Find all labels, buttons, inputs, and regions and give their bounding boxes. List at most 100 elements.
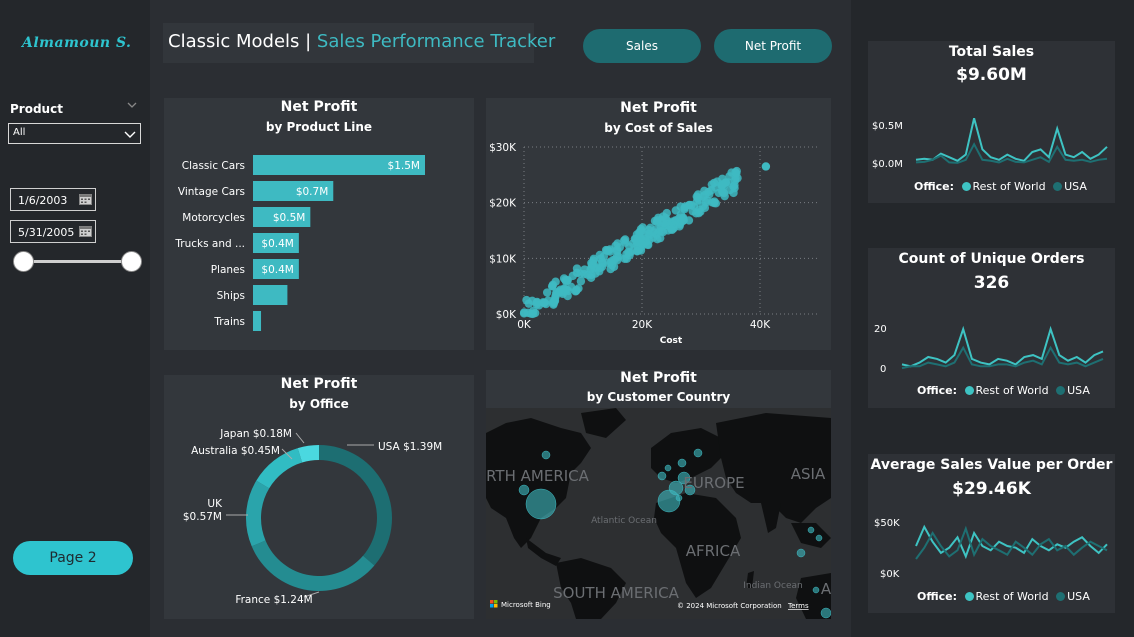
terms-link[interactable]: Terms: [787, 602, 809, 610]
date-range-track[interactable]: [22, 260, 132, 263]
legend-usa: USA: [1067, 590, 1090, 603]
africa-shape: [654, 493, 741, 598]
scatter-point: [522, 295, 531, 305]
legend-rest: Rest of World: [975, 590, 1049, 603]
scatter-point: [679, 213, 688, 222]
bar: [253, 311, 262, 331]
slice-label: Japan $0.18M: [219, 428, 292, 440]
end-date-input[interactable]: 5/31/2005: [10, 220, 96, 243]
card-title: Net Profit: [280, 99, 358, 115]
office-donut-chart: USA $1.39M France $1.24M UK$0.57M Australia…: [183, 428, 442, 606]
sales-button[interactable]: Sales: [583, 29, 701, 63]
y-tick-label: $0.0M: [872, 159, 903, 170]
bar: [253, 285, 288, 305]
page-title: Classic Models | Sales Performance Track…: [168, 31, 555, 52]
scatter-point: [671, 206, 681, 215]
india-shape: [761, 503, 781, 533]
central-america-shape: [526, 538, 561, 566]
scatter-point: [761, 162, 771, 171]
date-range-start-handle[interactable]: [13, 251, 34, 272]
map-label-africa: AFRICA: [686, 542, 741, 560]
kpi-value: $29.46K: [952, 479, 1031, 499]
bar: [253, 259, 299, 279]
series-line: [915, 117, 1108, 162]
donut-slice: [297, 445, 319, 463]
map-bubble: [668, 480, 684, 496]
series-line: [915, 142, 1108, 164]
y-tick-label: $10K: [489, 253, 517, 265]
calendar-icon[interactable]: [79, 225, 92, 237]
legend-label: Office:: [917, 590, 957, 603]
slice-label: $0.57M: [183, 511, 222, 523]
page-2-button[interactable]: Page 2: [13, 541, 133, 575]
page-title-main: Classic Models |: [168, 31, 312, 52]
calendar-icon[interactable]: [79, 193, 92, 205]
map-bubble: [664, 464, 672, 472]
scatter-point: [622, 249, 631, 259]
australia-shape: [796, 573, 831, 619]
scatter-point: [541, 299, 551, 309]
madagascar-shape: [746, 571, 754, 588]
map-label-indian: Indian Ocean: [743, 581, 802, 591]
scatter-point: [562, 285, 571, 294]
scatter-point: [666, 224, 676, 234]
greenland-shape: [581, 408, 626, 438]
kpi-pane: Total Sales $9.60M $0.5M $0.0M Office: R…: [851, 0, 1134, 637]
scatter-point: [605, 245, 615, 254]
card-subtitle: by Customer Country: [586, 390, 731, 404]
leader-line: [295, 432, 305, 444]
map-bubble: [677, 471, 691, 485]
data-label: $0.5M: [273, 212, 305, 224]
scatter-point: [636, 246, 646, 255]
slice-label: France $1.24M: [235, 594, 312, 606]
net-profit-by-office-card: Net Profit by Office USA $1.39M France $1…: [164, 375, 474, 619]
scatter-point: [542, 288, 552, 297]
legend-usa: USA: [1067, 384, 1090, 397]
card-title: Net Profit: [280, 376, 358, 392]
legend-usa: USA: [1064, 180, 1087, 193]
map-bubble: [812, 586, 820, 594]
x-tick-label: 0K: [517, 319, 532, 331]
product-dropdown-value: All: [13, 127, 26, 138]
donut-slice: [251, 540, 375, 591]
map-bubble: [807, 526, 815, 534]
cost-scatter-chart: $0K $10K $20K $30K 0K 20K 40K Cost: [489, 142, 819, 346]
kpi-legend: Office: Rest of World USA: [917, 590, 1090, 603]
map-copyright: © 2024 Microsoft Corporation: [677, 602, 782, 610]
product-slicer-title: Product: [10, 102, 63, 116]
world-map[interactable]: NORTH AMERICA EUROPE ASIA AFRICA SOUTH A…: [486, 408, 831, 619]
scatter-point: [646, 223, 655, 233]
total-sales-card: Total Sales $9.60M $0.5M $0.0M Office: R…: [868, 41, 1115, 203]
scatter-point: [552, 287, 561, 297]
asia-shape: [716, 413, 831, 523]
scatter-point: [695, 205, 704, 214]
y-tick-label: $20K: [489, 198, 517, 210]
unique-orders-card: Count of Unique Orders 326 20 0 Office: …: [868, 248, 1115, 408]
scatter-point: [532, 298, 542, 308]
chevron-down-icon[interactable]: [127, 100, 137, 110]
scatter-point: [519, 309, 529, 318]
legend-dot-rest: [961, 182, 971, 191]
legend-dot-usa: [1053, 182, 1063, 191]
avg-sales-line-chart: [915, 524, 1108, 560]
scatter-point: [637, 226, 646, 236]
legend-label: Office:: [917, 384, 957, 397]
page-title-accent: Sales Performance Tracker: [316, 31, 556, 52]
legend-dot-usa: [1056, 592, 1066, 601]
x-axis-label: Cost: [660, 336, 683, 346]
date-range-end-handle[interactable]: [121, 251, 142, 272]
map-bubble: [541, 450, 551, 460]
y-tick-label: $0K: [496, 309, 517, 321]
slice-label: Australia $0.45M: [191, 445, 280, 457]
net-profit-button[interactable]: Net Profit: [714, 29, 832, 63]
start-date-input[interactable]: 1/6/2003: [10, 188, 96, 211]
scatter-point: [709, 198, 719, 208]
scatter-point: [675, 222, 684, 231]
category-label: Ships: [217, 290, 245, 302]
scatter-point: [707, 180, 717, 189]
scatter-point: [701, 198, 711, 207]
product-dropdown[interactable]: All: [8, 123, 141, 144]
scatter-point: [621, 238, 630, 247]
scatter-point: [630, 234, 640, 244]
